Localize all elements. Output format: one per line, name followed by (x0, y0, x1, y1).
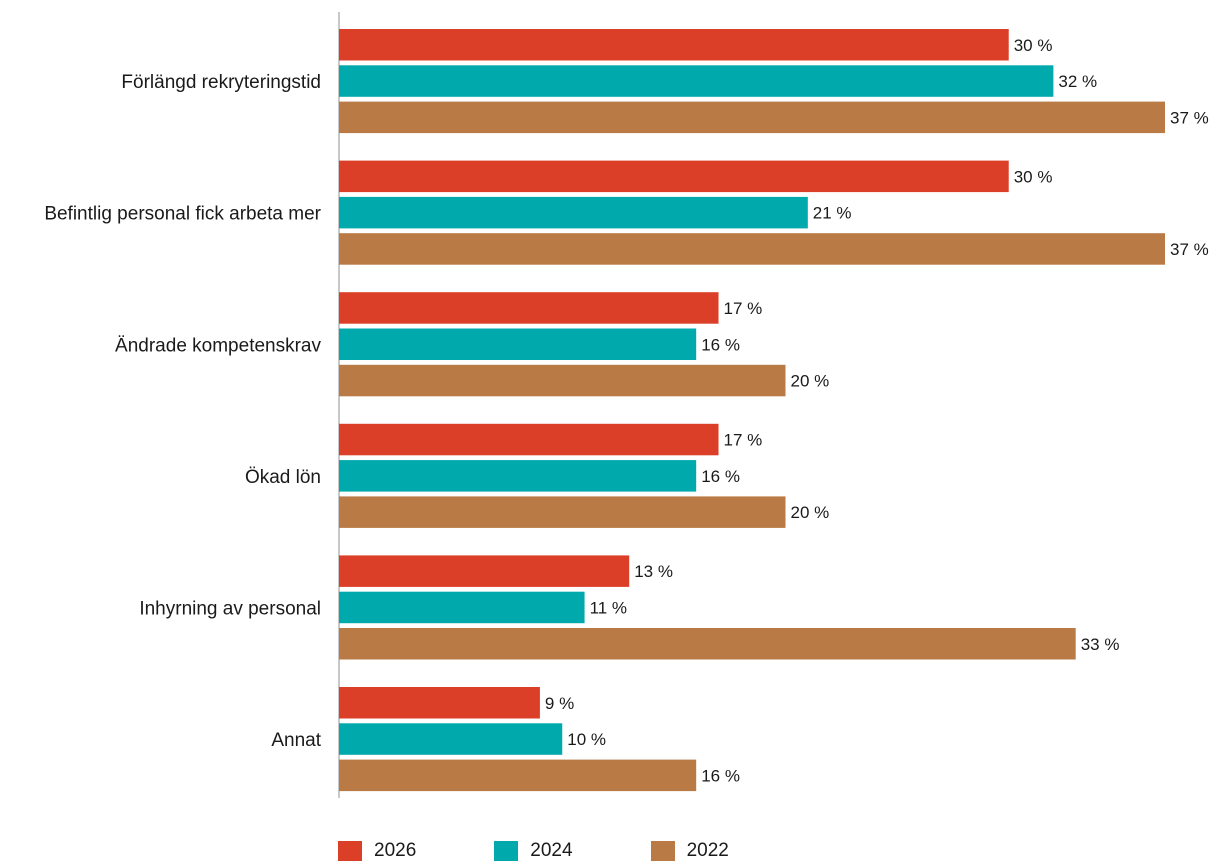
category-label: Ökad lön (245, 467, 321, 488)
bar-2024 (339, 591, 585, 624)
category-label: Ändrade kompetenskrav (115, 335, 321, 356)
bar-2026 (339, 292, 719, 324)
bar-2026 (339, 555, 630, 587)
legend: 2026 2024 2022 (338, 841, 807, 864)
legend-swatch-2024 (494, 841, 519, 861)
data-label-2024: 11 % (590, 598, 628, 617)
legend-swatch-2022 (650, 841, 675, 861)
bar-2026 (339, 29, 1009, 61)
data-label-2022: 37 % (1170, 108, 1209, 127)
bar-2024 (339, 196, 808, 229)
bar-2022 (339, 496, 786, 528)
data-label-2022: 20 % (790, 503, 829, 522)
bar-2022 (339, 364, 786, 397)
data-label-2024: 21 % (813, 204, 852, 223)
data-label-2022: 20 % (790, 372, 829, 391)
legend-label-2026: 2026 (374, 840, 417, 861)
bar-2022 (339, 759, 697, 792)
bar-2026 (339, 687, 540, 719)
bar-2022 (339, 101, 1165, 134)
category-label: Inhyrning av personal (139, 598, 321, 619)
data-label-2026: 30 % (1014, 36, 1053, 55)
bar-2024 (339, 328, 697, 360)
bar-2022 (339, 628, 1076, 660)
data-label-2022: 33 % (1081, 635, 1120, 654)
bar-2026 (339, 423, 719, 456)
data-label-2024: 16 % (701, 335, 740, 354)
data-label-2024: 10 % (567, 730, 606, 749)
bar-chart: 30 % 32 % 37 % 30 % 21 % 37 % 17 % 16 % 20 % 17 %… (44, 12, 1209, 798)
data-label-2022: 37 % (1170, 240, 1209, 259)
bars-group: 30 % 32 % 37 % 30 % 21 % 37 % 17 % 16 % 20 % 17 %… (339, 29, 1209, 792)
category-label: Befintlig personal fick arbeta mer (44, 204, 321, 225)
legend-label-2022: 2022 (686, 840, 729, 861)
legend-swatch-2026 (338, 841, 362, 861)
data-label-2026: 13 % (634, 562, 673, 581)
data-label-2026: 9 % (545, 694, 574, 713)
legend-label-2024: 2024 (530, 840, 573, 861)
data-label-2026: 17 % (724, 299, 763, 318)
bar-2024 (339, 723, 563, 755)
bar-2026 (339, 160, 1009, 193)
data-label-2024: 32 % (1058, 72, 1097, 91)
data-label-2026: 30 % (1014, 167, 1053, 186)
legend-item-2024: 2024 (494, 840, 573, 861)
legend-item-2026: 2026 (338, 841, 416, 861)
bar-2024 (339, 65, 1054, 97)
data-label-2024: 16 % (701, 467, 740, 486)
legend-item-2022: 2022 (650, 840, 729, 861)
category-label: Förlängd rekryteringstid (121, 72, 321, 93)
category-label: Annat (271, 730, 321, 751)
bar-2022 (339, 233, 1165, 265)
category-labels: Förlängd rekryteringstid Befintlig person… (44, 72, 321, 751)
data-label-2026: 17 % (724, 431, 763, 450)
bar-2024 (339, 460, 697, 492)
data-label-2022: 16 % (701, 766, 740, 785)
